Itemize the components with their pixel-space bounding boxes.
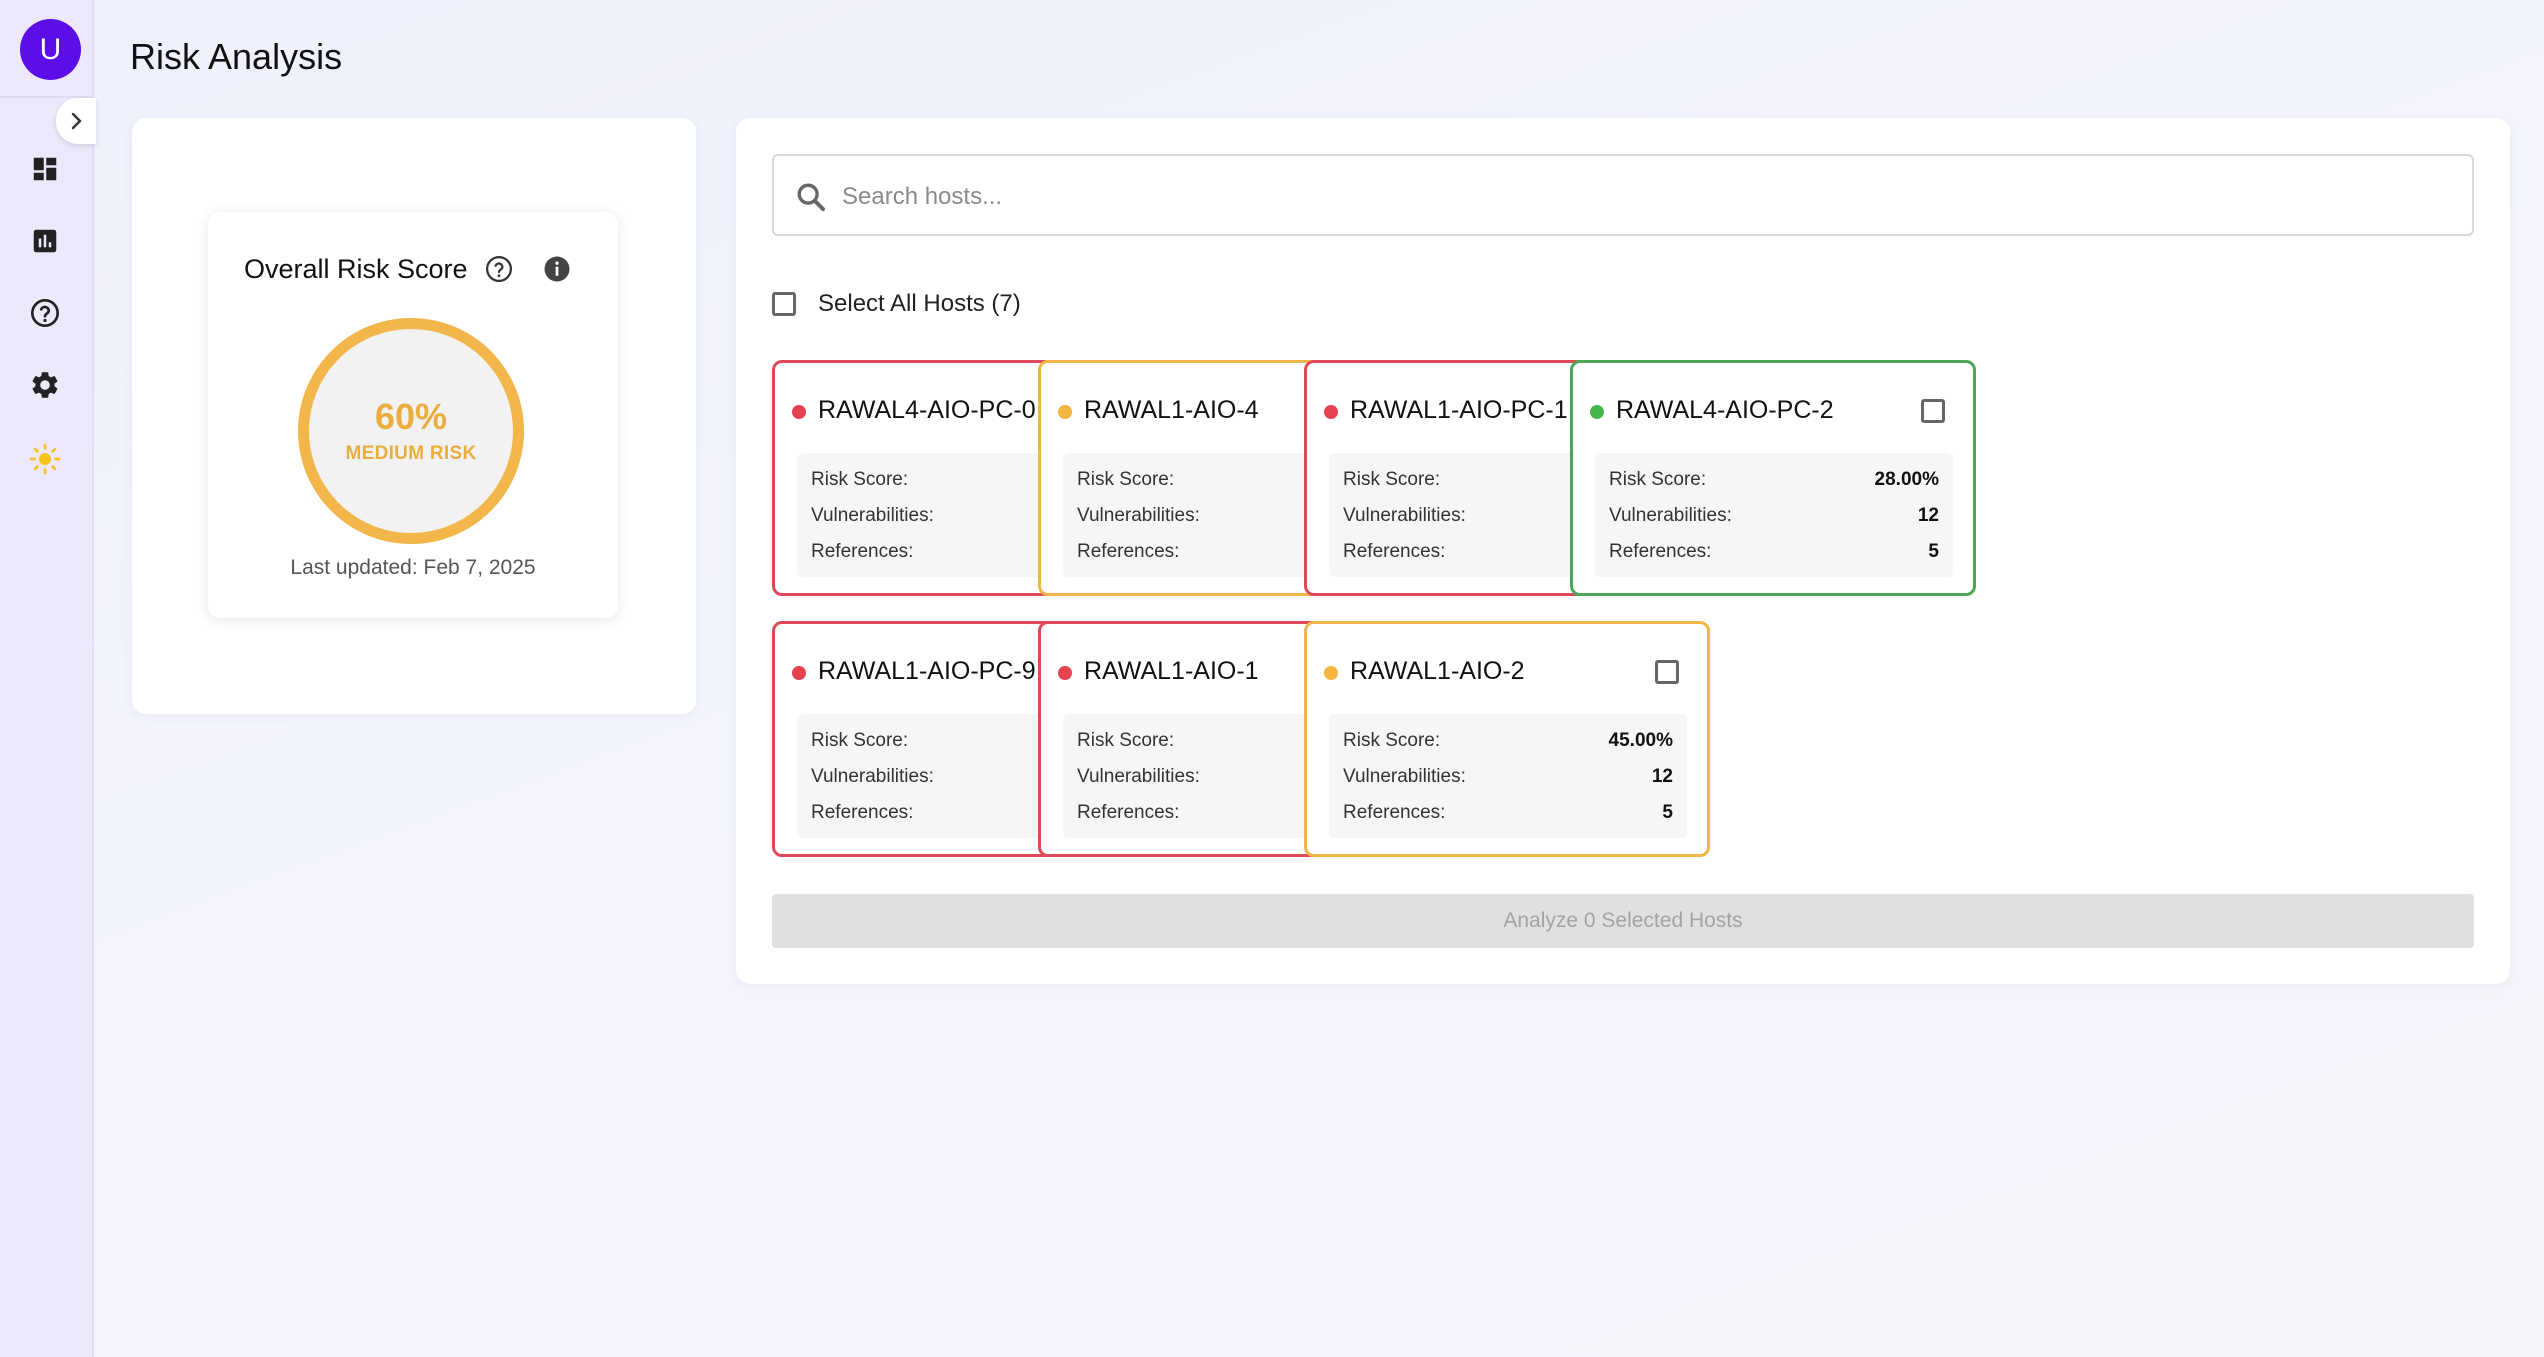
risk-score-label: Risk Score: — [1077, 469, 1175, 490]
hosts-panel: Select All Hosts (7) RAWAL4-AIO-PC-0 Risk… — [736, 118, 2510, 984]
select-all-label: Select All Hosts (7) — [818, 290, 1021, 317]
overall-risk-card: Overall Risk Score 60% MEDIUM RISK Last … — [208, 212, 618, 618]
help-circle-icon — [486, 256, 512, 282]
references-row: References: 5 — [1343, 800, 1673, 826]
risk-score-label: Risk Score: — [1077, 730, 1175, 751]
risk-score-label: Risk Score: — [811, 730, 909, 751]
host-select-checkbox[interactable] — [1655, 660, 1679, 684]
risk-score-label: Risk Score: — [1343, 730, 1441, 751]
risk-score-row: Risk Score: 28.00% — [1609, 467, 1939, 493]
sidebar: U — [0, 0, 96, 1357]
risk-score-row: Risk Score: 45.00% — [1343, 728, 1673, 754]
vulnerabilities-label: Vulnerabilities: — [1609, 505, 1732, 526]
user-avatar[interactable]: U — [20, 19, 81, 80]
host-name: RAWAL1-AIO-PC-9 — [818, 657, 1036, 685]
risk-status-dot — [1058, 666, 1072, 680]
theme-toggle[interactable] — [26, 440, 64, 478]
host-name: RAWAL4-AIO-PC-2 — [1616, 396, 1834, 424]
references-label: References: — [1077, 802, 1180, 823]
select-all-checkbox[interactable] — [772, 292, 796, 316]
risk-score-label: Risk Score: — [811, 469, 909, 490]
risk-score-value: 28.00% — [1874, 469, 1939, 490]
help-circle-icon — [31, 299, 59, 327]
vulnerabilities-label: Vulnerabilities: — [811, 505, 934, 526]
expand-sidebar-button[interactable] — [56, 98, 96, 144]
host-name: RAWAL1-AIO-4 — [1084, 396, 1259, 424]
nav-help[interactable] — [26, 294, 64, 332]
host-name: RAWAL4-AIO-PC-0 — [818, 396, 1036, 424]
host-name: RAWAL1-AIO-1 — [1084, 657, 1259, 685]
vulnerabilities-label: Vulnerabilities: — [1343, 505, 1466, 526]
host-stats: Risk Score: 28.00% Vulnerabilities: 12 Refer… — [1595, 453, 1953, 577]
references-label: References: — [1609, 541, 1712, 562]
nav-settings[interactable] — [26, 366, 64, 404]
risk-status-dot — [1324, 405, 1338, 419]
sidebar-divider — [0, 96, 92, 98]
vulnerabilities-value: 12 — [1917, 505, 1939, 526]
risk-score-label: Risk Score: — [1343, 469, 1441, 490]
vulnerabilities-row: Vulnerabilities: 12 — [1343, 764, 1673, 790]
references-label: References: — [811, 802, 914, 823]
risk-status-dot — [1324, 666, 1338, 680]
risk-score-label: Risk Score: — [1609, 469, 1707, 490]
overall-risk-title: Overall Risk Score — [244, 254, 468, 284]
vulnerabilities-label: Vulnerabilities: — [811, 766, 934, 787]
risk-status-dot — [1058, 405, 1072, 419]
vulnerabilities-label: Vulnerabilities: — [1343, 766, 1466, 787]
search-icon — [797, 183, 826, 212]
host-card[interactable]: RAWAL1-AIO-2 Risk Score: 45.00% Vulnerabili… — [1304, 621, 1710, 857]
references-label: References: — [1077, 541, 1180, 562]
risk-score-value: 45.00% — [1608, 730, 1673, 751]
nav-analytics[interactable] — [26, 222, 64, 260]
vulnerabilities-value: 12 — [1651, 766, 1673, 787]
bar-chart-icon — [33, 229, 57, 253]
analyze-selected-button[interactable]: Analyze 0 Selected Hosts — [772, 894, 2474, 948]
risk-gauge: 60% MEDIUM RISK — [298, 318, 524, 544]
host-stats: Risk Score: 45.00% Vulnerabilities: 12 Refer… — [1329, 714, 1687, 838]
search-box — [772, 154, 2474, 236]
host-name: RAWAL1-AIO-2 — [1350, 657, 1525, 685]
references-label: References: — [1343, 802, 1446, 823]
references-label: References: — [811, 541, 914, 562]
dashboard-icon — [33, 157, 57, 181]
page-title: Risk Analysis — [130, 36, 343, 77]
gear-icon — [32, 372, 58, 398]
host-card[interactable]: RAWAL4-AIO-PC-2 Risk Score: 28.00% Vulnerab… — [1570, 360, 1976, 596]
host-select-checkbox[interactable] — [1921, 399, 1945, 423]
vulnerabilities-label: Vulnerabilities: — [1077, 766, 1200, 787]
chevron-right-icon — [71, 112, 82, 130]
risk-level-label: MEDIUM RISK — [345, 442, 477, 464]
references-label: References: — [1343, 541, 1446, 562]
select-all-hosts[interactable]: Select All Hosts (7) — [772, 290, 1021, 318]
info-button[interactable] — [542, 254, 572, 284]
vulnerabilities-row: Vulnerabilities: 12 — [1609, 503, 1939, 529]
references-row: References: 5 — [1609, 539, 1939, 565]
references-value: 5 — [1662, 802, 1673, 823]
vulnerabilities-label: Vulnerabilities: — [1077, 505, 1200, 526]
help-button[interactable] — [484, 254, 514, 284]
info-icon — [544, 256, 570, 282]
last-updated-text: Last updated: Feb 7, 2025 — [290, 556, 536, 579]
overall-risk-panel: Overall Risk Score 60% MEDIUM RISK Last … — [132, 118, 696, 714]
risk-gauge-value: 60% — [374, 396, 448, 438]
nav-dashboard[interactable] — [26, 150, 64, 188]
host-name: RAWAL1-AIO-PC-1 — [1350, 396, 1568, 424]
sun-icon — [29, 443, 61, 475]
risk-status-dot — [792, 666, 806, 680]
risk-status-dot — [792, 405, 806, 419]
references-value: 5 — [1928, 541, 1939, 562]
risk-status-dot — [1590, 405, 1604, 419]
search-input[interactable] — [840, 174, 2444, 220]
